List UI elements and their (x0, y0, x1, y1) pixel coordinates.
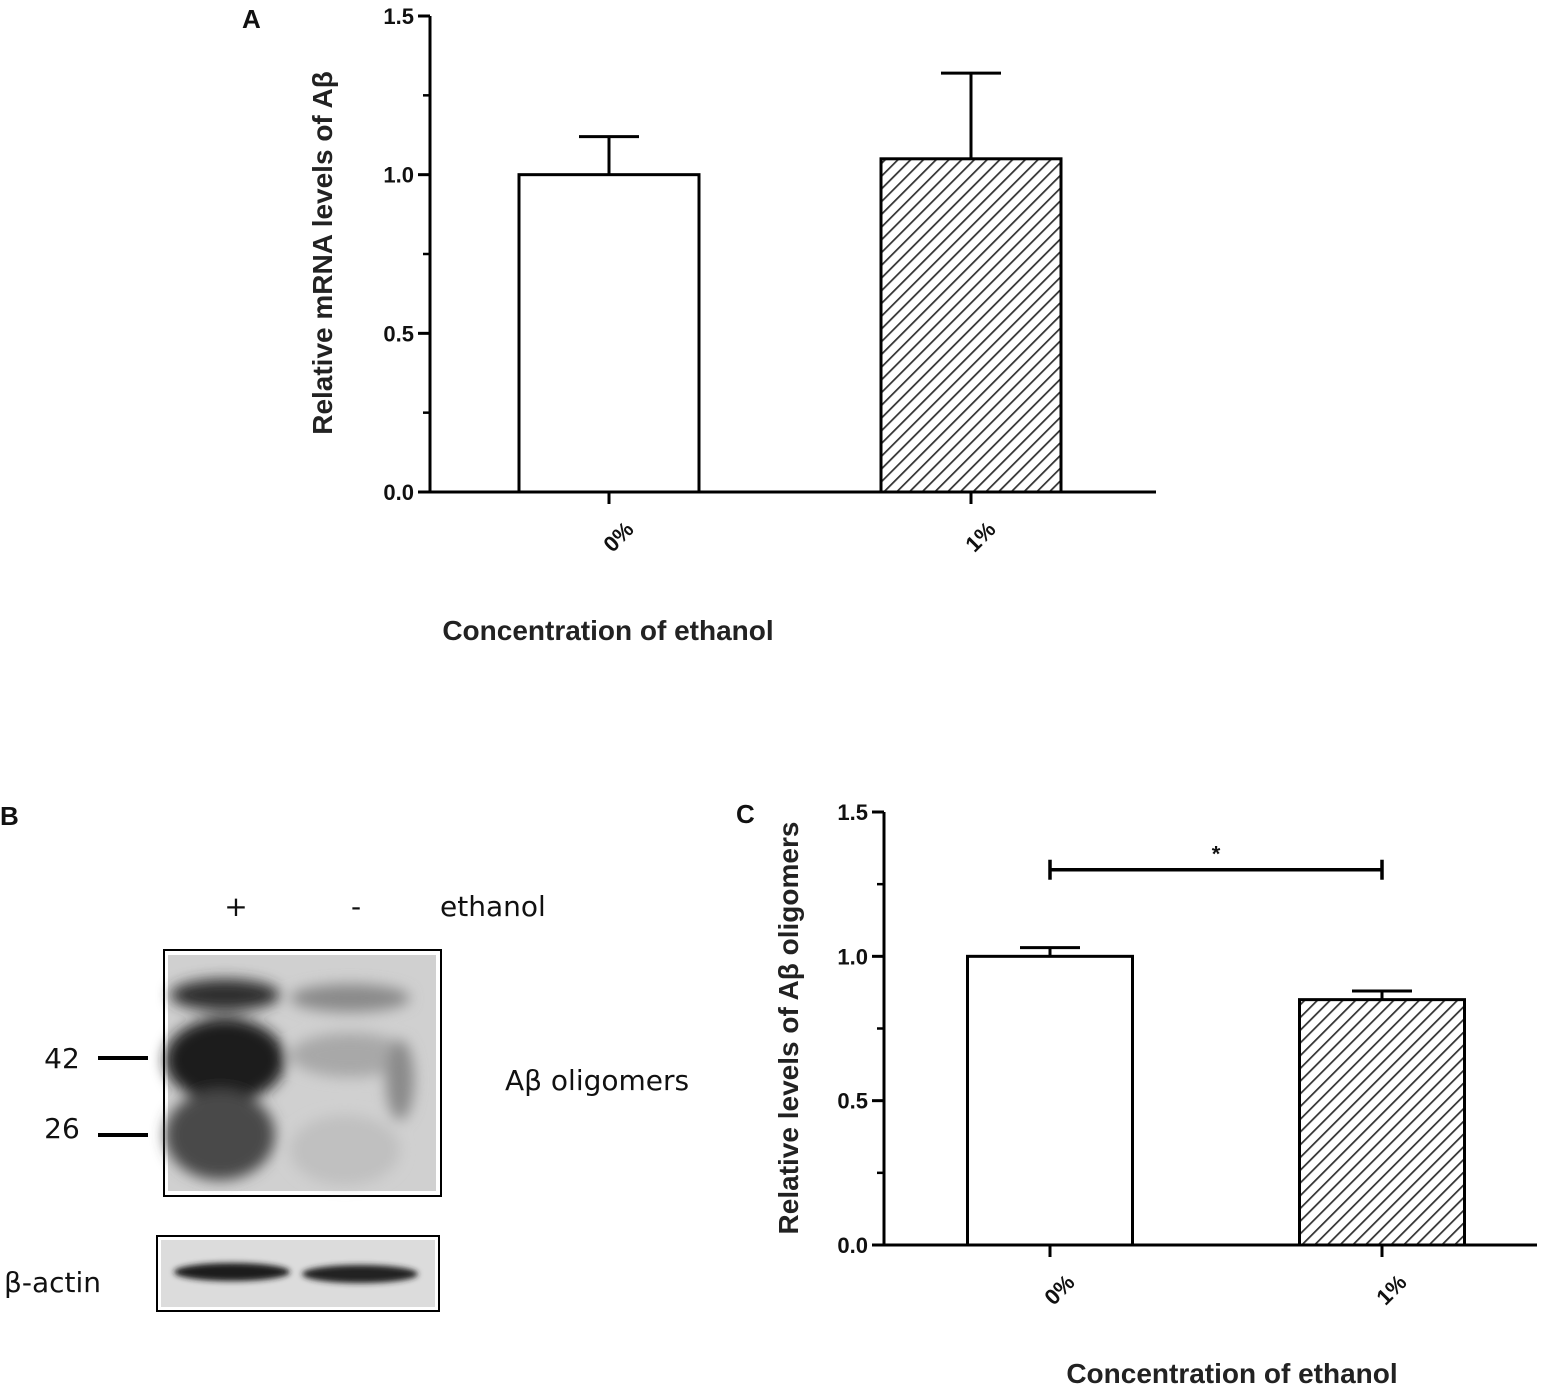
lane-1-label: + (224, 890, 247, 923)
panel-a-y-tick-label: 1.0 (383, 163, 414, 188)
panel-c-y-tick-label: 0.5 (837, 1089, 868, 1114)
panel-c-x-axis-title: Concentration of ethanol (1066, 1358, 1397, 1389)
oligomer-blot-image (163, 949, 442, 1197)
panel-c-y-tick-label: 1.5 (837, 800, 868, 825)
panel-b-western-blot: B + - ethanol 42 26 Aβ oligomers (0, 801, 689, 1312)
panel-a-category-label: 0% (598, 517, 638, 557)
panel-c-category-label: 1% (1371, 1270, 1411, 1310)
lane-2-label: - (351, 890, 361, 923)
panel-a-letter: A (242, 4, 261, 34)
marker-26-label: 26 (44, 1112, 80, 1145)
panel-a-y-tick-label: 0.5 (383, 321, 414, 346)
panel-c-chart: C 0.0 0.5 1.0 1.5 0% 1% * Concentration of eth… (736, 799, 1537, 1389)
panel-a-y-tick-label: 1.5 (383, 4, 414, 29)
panel-c-y-tick-label: 0.0 (837, 1233, 868, 1258)
actin-blot-image (156, 1235, 440, 1312)
panel-c-letter: C (736, 799, 755, 829)
panel-a-marks: 0.0 0.5 1.0 1.5 0% 1% (383, 4, 1156, 557)
panel-a-category-label: 1% (960, 517, 1000, 557)
panel-c-y-axis-title: Relative levels of Aβ oligomers (773, 822, 804, 1235)
lane-title: ethanol (440, 890, 546, 923)
band-label: Aβ oligomers (505, 1064, 689, 1097)
panel-a-bar-1 (517, 173, 701, 494)
panel-c-y-tick-label: 1.0 (837, 944, 868, 969)
panel-c-bar-2 (1298, 998, 1466, 1247)
panel-c-category-label: 0% (1039, 1270, 1079, 1310)
panel-c-significance-label: * (1212, 842, 1221, 867)
marker-42-label: 42 (44, 1042, 80, 1075)
panel-c-marks: 0.0 0.5 1.0 1.5 0% 1% * (837, 800, 1537, 1310)
panel-c-bar-1 (966, 954, 1134, 1247)
panel-a-y-tick-label: 0.0 (383, 480, 414, 505)
panel-a-bar-2 (879, 157, 1063, 494)
panel-b-letter: B (0, 801, 19, 831)
loading-control-label: β-actin (4, 1266, 101, 1299)
panel-a-chart: A 0.0 0.5 1.0 1.5 0% 1% Concentration of etha… (242, 4, 1156, 646)
panel-a-y-axis-title: Relative mRNA levels of Aβ (307, 71, 338, 435)
panel-a-x-axis-title: Concentration of ethanol (442, 615, 773, 646)
